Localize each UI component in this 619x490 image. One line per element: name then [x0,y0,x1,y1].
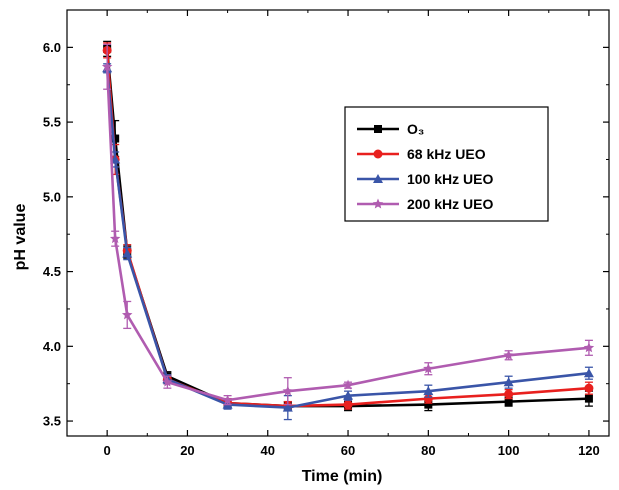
data-point [121,309,133,320]
legend-label: 100 kHz UEO [407,171,493,187]
data-point [343,400,353,410]
data-point [583,368,594,378]
data-point [373,174,383,183]
data-point [423,394,433,404]
data-point [504,389,514,399]
legend-item: 200 kHz UEO [357,196,493,212]
y-axis: 3.5 4.0 4.5 5.0 5.5 6.0 [43,9,609,429]
plot-frame [66,9,610,437]
y-tick-label: 5.0 [43,189,61,204]
x-tick-label: 60 [341,443,355,458]
x-tick-label: 0 [104,443,111,458]
x-tick-label: 40 [261,443,275,458]
data-point [423,363,434,374]
data-point [503,349,514,360]
data-point [343,390,354,400]
series-line [105,50,590,408]
legend-label: 68 kHz UEO [407,146,486,162]
y-tick-label: 3.5 [43,414,61,429]
data-point [282,385,294,396]
data-point [111,134,120,143]
x-axis: 0 20 40 60 80 100 120 [66,10,600,458]
data-point [109,233,121,244]
data-point [584,383,594,393]
y-axis-title: pH value [12,204,29,271]
data-point [504,397,513,406]
x-tick-label: 20 [180,443,194,458]
y-tick-label: 5.5 [43,115,61,130]
x-axis-title: Time (min) [302,468,383,485]
x-tick-label: 120 [578,443,600,458]
legend-label: O₃ [407,121,424,137]
data-point [222,394,233,405]
legend-item: 68 kHz UEO [357,146,486,162]
data-point [584,394,593,403]
y-tick-label: 4.5 [43,264,61,279]
y-tick-label: 6.0 [43,40,61,55]
data-point [374,125,382,133]
series-line [105,48,589,408]
y-tick-label: 4.0 [43,339,61,354]
data-point [282,402,293,412]
data-point [122,248,133,258]
data-point [424,400,433,409]
data-point [373,149,383,159]
series-line [105,68,590,409]
x-tick-label: 100 [498,443,520,458]
legend-label: 200 kHz UEO [407,196,493,212]
series-line [105,66,590,402]
data-point [423,386,434,396]
data-point [583,342,595,353]
legend-item: O₃ [357,121,424,137]
data-point [372,198,384,209]
data-point [162,376,173,387]
data-point [342,379,354,390]
legend: O₃ 68 kHz UEO 100 kHz UEO 200 kHz UEO [344,106,549,222]
legend-item: 100 kHz UEO [357,171,493,187]
data-point [503,377,514,387]
plot-area [66,9,610,437]
series-4 [101,43,595,406]
x-tick-label: 80 [421,443,435,458]
data-point [101,61,113,72]
